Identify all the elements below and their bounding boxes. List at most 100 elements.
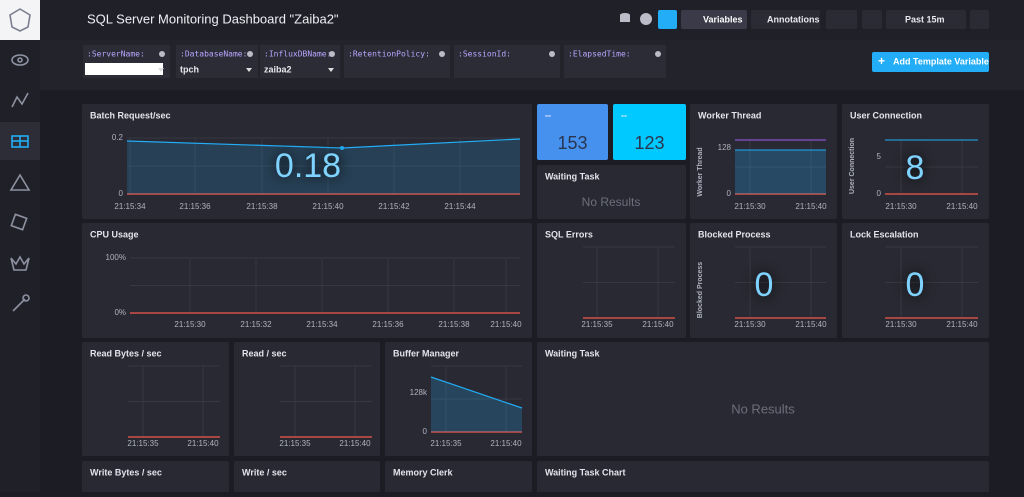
- cell: [613, 104, 686, 160]
- variable-name: :ElapsedTime:: [568, 50, 631, 59]
- gear-icon: [159, 51, 165, 57]
- cell: [82, 223, 532, 338]
- dashboard-title: SQL Server Monitoring Dashboard "Zaiba2": [87, 11, 339, 26]
- template-variable[interactable]: [564, 45, 666, 78]
- gear-icon: [549, 51, 555, 57]
- area: [127, 139, 520, 194]
- variable-name: :ServerName:: [87, 50, 145, 59]
- x-tick-label: 21:15:40: [490, 320, 522, 329]
- y-tick-label: 0: [727, 189, 732, 198]
- variables-button[interactable]: [681, 10, 747, 29]
- cell-title: Memory Clerk: [393, 467, 454, 477]
- template-variable[interactable]: [176, 45, 258, 78]
- x-tick-label: 21:15:38: [438, 320, 470, 329]
- nav-icon[interactable]: [12, 298, 26, 312]
- y-tick-label: 128: [718, 143, 732, 152]
- cell-title: Write Bytes / sec: [90, 467, 162, 477]
- y-tick-label: 100%: [106, 253, 126, 262]
- x-tick-label: 21:15:32: [240, 320, 272, 329]
- cell-title: --: [621, 110, 627, 120]
- cell: [234, 461, 380, 497]
- cell-title: Waiting Task Chart: [545, 467, 626, 477]
- variables-label: Variables: [703, 14, 743, 24]
- dropdown-caret: [328, 68, 334, 72]
- stat-value: 123: [634, 133, 664, 153]
- nav-icon[interactable]: [9, 173, 31, 191]
- x-tick-label: 21:15:35: [430, 439, 462, 448]
- sidebar-icons: [9, 54, 31, 312]
- refresh-button[interactable]: [862, 10, 882, 29]
- area: [431, 377, 522, 432]
- add-template-button[interactable]: [872, 52, 989, 72]
- cell-title: CPU Usage: [90, 229, 139, 239]
- nav-icon[interactable]: [11, 92, 29, 108]
- x-tick-label: 21:15:36: [372, 320, 404, 329]
- stat-value: 153: [557, 133, 587, 153]
- no-results: No Results: [731, 401, 795, 416]
- cell-title: Worker Thread: [698, 110, 761, 120]
- x-tick-label: 21:15:36: [179, 202, 211, 211]
- area: [735, 150, 826, 194]
- y-axis-label: User Connection: [849, 138, 856, 194]
- nav-icon[interactable]: [10, 255, 30, 271]
- template-variable[interactable]: [454, 45, 560, 78]
- x-tick-label: 21:15:30: [885, 202, 917, 211]
- cell: [537, 223, 686, 338]
- cell: [385, 461, 532, 497]
- variable-value: zaiba2: [264, 64, 292, 74]
- x-tick-label: 21:15:34: [306, 320, 338, 329]
- point: [340, 146, 344, 150]
- y-tick-label: 0: [423, 427, 428, 436]
- logo[interactable]: [0, 0, 40, 40]
- plus-icon: +: [878, 54, 885, 68]
- x-tick-label: 21:15:40: [312, 202, 344, 211]
- add-cell-button[interactable]: [658, 10, 677, 29]
- pause-button[interactable]: [826, 10, 857, 29]
- gear-icon: [655, 51, 661, 57]
- cell-title: User Connection: [850, 110, 922, 120]
- cell-title: Waiting Task: [545, 171, 601, 181]
- help-icon[interactable]: [640, 13, 652, 25]
- template-variable[interactable]: [344, 45, 450, 78]
- variable-name: :InfluxDBName:: [264, 50, 331, 59]
- annotations-button[interactable]: [751, 10, 820, 29]
- annotations-label: Annotations: [767, 14, 820, 24]
- no-results: No Results: [582, 195, 641, 209]
- cell: [537, 165, 686, 219]
- variable-name: :DatabaseName:: [180, 50, 247, 59]
- add-template-label: Add Template Variable: [893, 56, 989, 66]
- cell: [690, 104, 837, 219]
- x-tick-label: 21:15:44: [444, 202, 476, 211]
- cell: [842, 104, 989, 219]
- logo-icon: [9, 8, 31, 32]
- cell: [842, 223, 989, 338]
- header-controls: [620, 10, 989, 29]
- cell: [234, 342, 380, 456]
- cell: [82, 461, 229, 497]
- x-tick-label: 21:15:35: [279, 439, 311, 448]
- nav-icon[interactable]: [11, 54, 29, 66]
- x-tick-label: 21:15:40: [946, 320, 978, 329]
- x-tick-label: 21:15:42: [378, 202, 410, 211]
- sidebar: [0, 0, 40, 492]
- nav-icon[interactable]: [10, 213, 28, 231]
- fullscreen-button[interactable]: [970, 10, 989, 29]
- cell-title: Read / sec: [242, 348, 287, 358]
- single-stat: 0.18: [275, 147, 341, 185]
- template-variable[interactable]: [260, 45, 340, 78]
- single-stat: 0: [906, 266, 925, 304]
- x-tick-label: 21:15:40: [946, 202, 978, 211]
- x-tick-label: 21:15:38: [246, 202, 278, 211]
- cell-title: Batch Request/sec: [90, 110, 171, 120]
- time-range-button[interactable]: [886, 10, 966, 29]
- x-tick-label: 21:15:30: [885, 320, 917, 329]
- y-tick-label: 0: [877, 189, 882, 198]
- x-tick-label: 21:15:40: [795, 202, 827, 211]
- y-tick-label: 5: [877, 152, 882, 161]
- x-tick-label: 21:15:40: [187, 439, 219, 448]
- single-stat: 8: [906, 149, 925, 187]
- dropdown-caret: [246, 68, 252, 72]
- cell-title: Blocked Process: [698, 229, 771, 239]
- x-tick-label: 21:15:30: [174, 320, 206, 329]
